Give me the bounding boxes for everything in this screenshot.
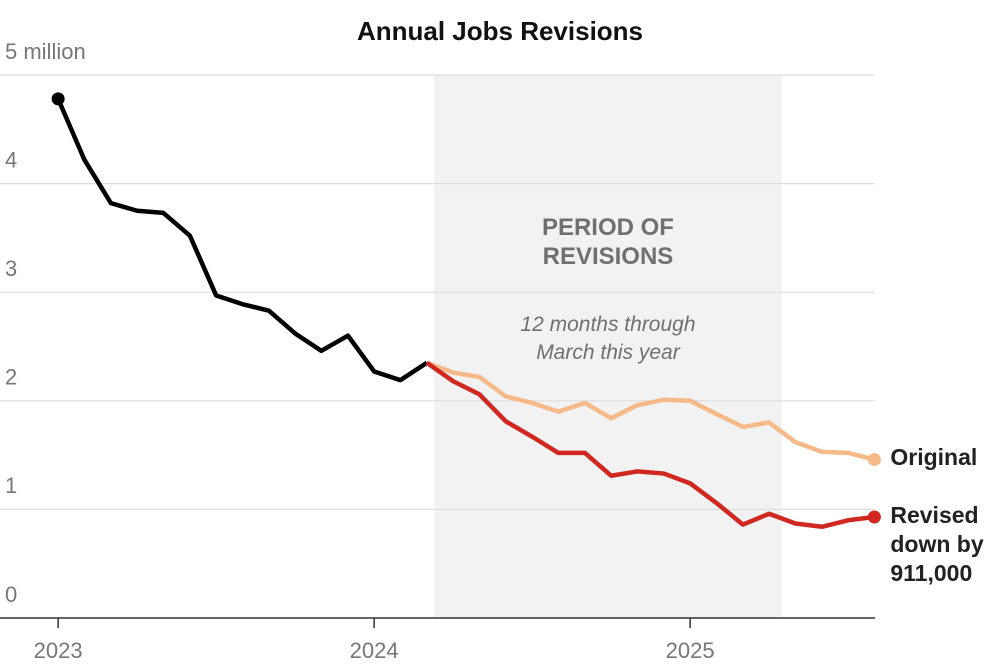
chart-title: Annual Jobs Revisions — [357, 16, 643, 46]
x-tick-label: 2025 — [666, 638, 715, 663]
highlight-label: PERIOD OF REVISIONS — [541, 214, 674, 270]
x-tick-label: 2023 — [34, 638, 83, 663]
y-tick-label: 5 million — [5, 39, 86, 64]
y-tick-label: 2 — [5, 365, 17, 390]
series-line — [56, 98, 429, 383]
y-tick-label: 1 — [5, 473, 17, 498]
series-label: Original — [890, 444, 978, 471]
y-tick-label: 4 — [5, 147, 17, 172]
highlight-band — [434, 75, 782, 618]
y-tick-label: 0 — [5, 582, 17, 607]
series-line — [425, 360, 875, 530]
series-line — [426, 360, 875, 462]
x-tick-label: 2024 — [350, 638, 399, 663]
point-dot — [867, 452, 881, 466]
point-dot — [51, 92, 65, 106]
series-label: Revised down by 911,000 — [890, 502, 984, 586]
highlight-note: 12 months through March this year — [520, 313, 696, 364]
y-tick-label: 3 — [5, 256, 17, 281]
point-dot — [867, 510, 881, 524]
